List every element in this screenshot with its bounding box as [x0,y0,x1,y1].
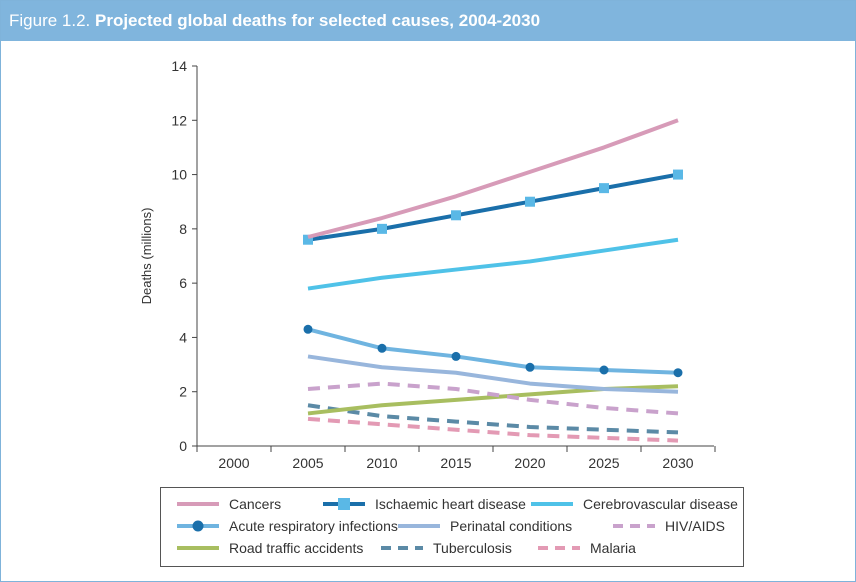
legend-label: HIV/AIDS [665,518,725,534]
y-axis-title: Deaths (millions) [139,208,154,305]
legend-swatch [177,546,219,550]
legend-item-tuberculosis: Tuberculosis [379,538,512,558]
figure-header: Figure 1.2. Projected global deaths for … [1,1,855,41]
data-point-circle [451,351,461,361]
legend-label: Acute respiratory infections [229,518,398,534]
x-tick-label: 2030 [662,455,693,471]
data-point-circle [673,368,683,378]
data-point-square [673,169,683,180]
data-point-square [303,234,313,245]
series-line-tuberculosis [307,403,679,435]
legend-item-perinatal-conditions: Perinatal conditions [396,516,572,536]
legend-swatch [177,520,219,532]
series-line-hiv-aids [307,381,679,416]
legend-item-road-traffic-accidents: Road traffic accidents [175,538,363,558]
legend-label: Road traffic accidents [229,540,364,556]
legend-item-ischaemic-heart-disease: Ischaemic heart disease [321,494,526,514]
legend-swatch [398,524,440,528]
legend-swatch [177,502,219,506]
x-tick-label: 2005 [292,455,323,471]
legend-swatch [323,498,365,510]
data-point-circle [525,362,535,372]
y-tick-label: 0 [179,438,187,454]
legend-label: Tuberculosis [433,540,512,556]
series-line-ischaemic-heart-disease [307,172,679,242]
figure-caption: Figure 1.2. Projected global deaths for … [9,11,540,31]
legend-label: Perinatal conditions [450,518,573,534]
legend-swatch [381,546,423,550]
legend-label: Malaria [590,540,636,556]
y-tick-label: 12 [171,112,187,128]
y-tick-label: 14 [171,58,187,74]
y-tick-label: 8 [179,221,187,237]
series-line-perinatal-conditions [307,354,679,394]
x-tick-label: 2025 [588,455,619,471]
legend-item-malaria: Malaria [536,538,636,558]
chart-legend: Cancers Ischaemic heart disease Cerebrovas… [160,487,744,567]
y-tick-label: 6 [179,275,187,291]
x-tick-label: 2015 [440,455,471,471]
y-tick-label: 4 [179,329,187,345]
legend-label: Cancers [229,496,282,512]
legend-item-hiv-aids: HIV/AIDS [611,516,725,536]
series-line-malaria [307,416,679,443]
y-tick-label: 10 [171,167,187,183]
legend-item-cerebrovascular-disease: Cerebrovascular disease [529,494,738,514]
data-point-circle [377,343,387,353]
data-point-square [377,223,387,234]
legend-label: Cerebrovascular disease [583,496,738,512]
legend-item-acute-respiratory-infections: Acute respiratory infections [175,516,398,536]
x-tick-label: 2000 [218,455,249,471]
data-point-square [451,210,461,221]
x-tick-label: 2010 [366,455,397,471]
data-point-circle [303,324,313,334]
legend-swatch [531,502,573,506]
figure-label: Figure 1.2. [9,11,91,30]
y-tick-label: 2 [179,384,187,400]
data-point-square [599,183,609,194]
series-line-acute-respiratory-infections [307,327,679,375]
x-tick-label: 2020 [514,455,545,471]
series-line-cancers [307,118,679,239]
legend-swatch [538,546,580,550]
data-point-circle [599,365,609,375]
figure-title: Projected global deaths for selected cau… [95,11,541,30]
legend-item-cancers: Cancers [175,494,281,514]
data-point-square [525,196,535,207]
series-line-cerebrovascular-disease [307,237,679,291]
legend-label: Ischaemic heart disease [375,496,526,512]
legend-swatch [613,524,655,528]
